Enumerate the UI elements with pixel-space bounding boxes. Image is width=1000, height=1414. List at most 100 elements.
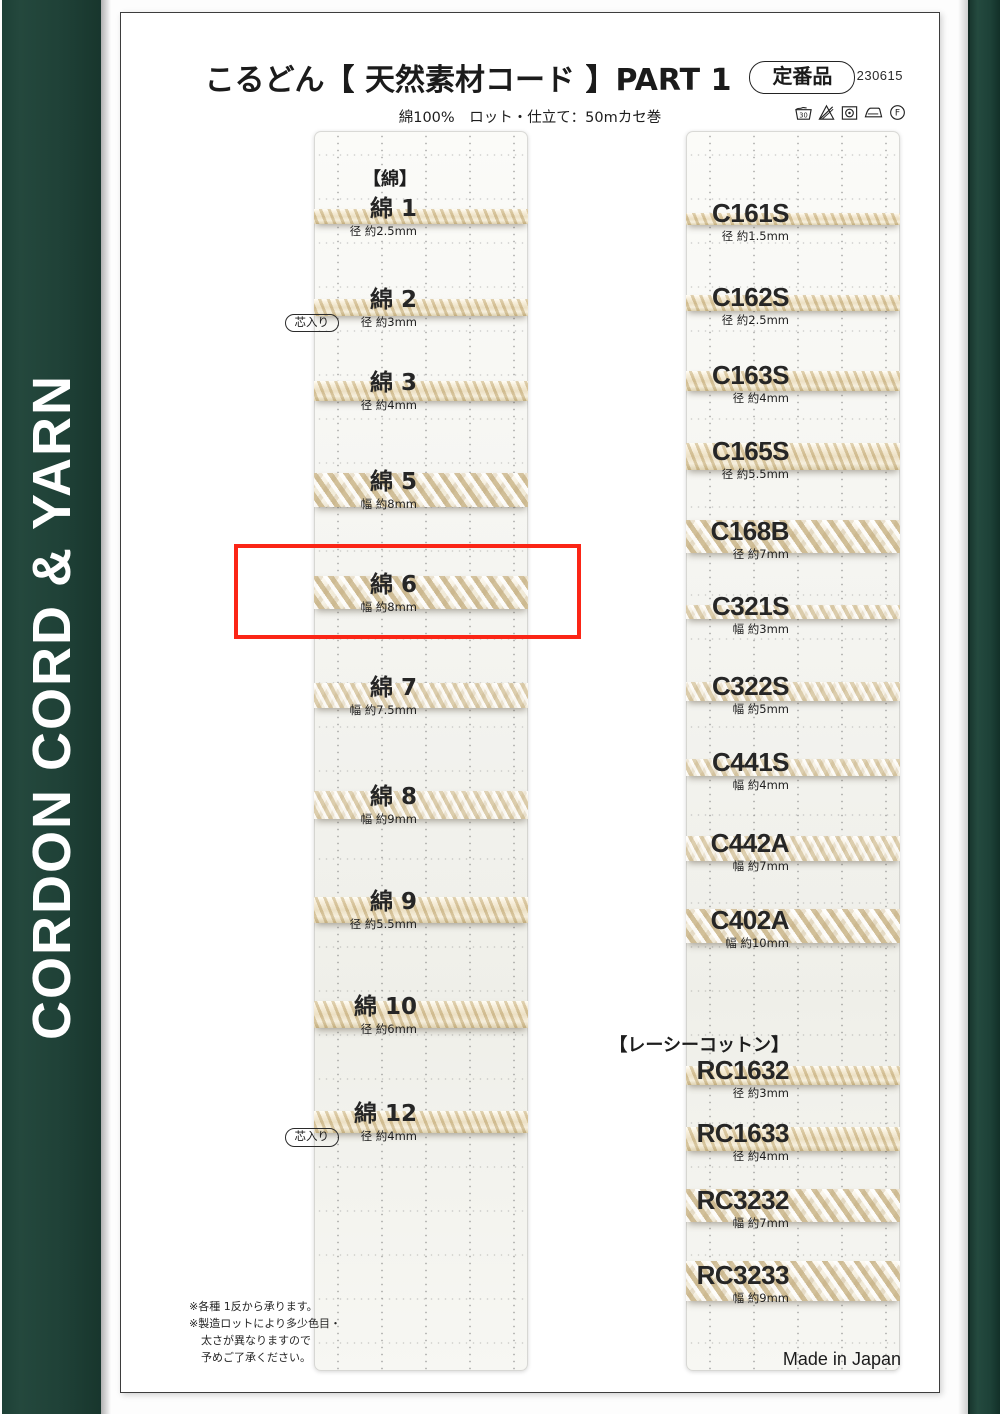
cord-spec: 幅 約8mm bbox=[360, 599, 417, 614]
cord-label-C441S: C441S 幅 約4mm bbox=[712, 746, 790, 792]
dryclean-f-icon: F bbox=[888, 103, 907, 122]
cord-label-C168B: C168B 径 約7mm bbox=[710, 515, 790, 561]
cord-label-C442A: C442A 幅 約7mm bbox=[710, 827, 790, 873]
cord-sample-C165S bbox=[686, 443, 900, 470]
cord-texture bbox=[314, 897, 528, 923]
cord-spec: 幅 約7.5mm bbox=[349, 702, 417, 717]
cord-name: 綿 8 bbox=[369, 784, 417, 810]
cord-name: C322S bbox=[712, 670, 790, 701]
cord-texture bbox=[686, 836, 900, 861]
cord-name: RC1632 bbox=[696, 1054, 790, 1085]
cord-sample-C161S bbox=[686, 213, 900, 225]
cord-sample-綿12 bbox=[314, 1111, 528, 1133]
tumble-dry-icon bbox=[840, 103, 859, 122]
cord-spec: 径 約4mm bbox=[732, 1149, 789, 1163]
cord-texture bbox=[314, 381, 528, 401]
cord-spec: 径 約3mm bbox=[360, 314, 417, 329]
group-heading: 【綿】 bbox=[363, 171, 417, 189]
cord-name: 綿 2 bbox=[369, 286, 417, 313]
document-code: 230615 bbox=[856, 68, 903, 83]
group-heading: 【レーシーコットン】 bbox=[609, 1037, 789, 1055]
cord-texture bbox=[314, 576, 528, 609]
left-spine-shadow bbox=[101, 0, 111, 1414]
cord-spec: 径 約6mm bbox=[360, 1021, 417, 1036]
cord-name: 綿 10 bbox=[353, 993, 417, 1020]
cord-sample-綿9 bbox=[314, 897, 528, 923]
svg-text:F: F bbox=[895, 109, 900, 119]
cord-name: C402A bbox=[710, 905, 790, 935]
cord-spec: 径 約5.5mm bbox=[721, 466, 789, 481]
cord-sample-RC3233 bbox=[686, 1261, 900, 1301]
pin-hole-grid bbox=[686, 131, 900, 1371]
cord-name: C162S bbox=[712, 282, 790, 312]
cord-sample-綿6 bbox=[314, 576, 528, 609]
cord-name: C161S bbox=[712, 198, 790, 228]
cord-spec: 幅 約9mm bbox=[360, 812, 417, 826]
cord-sample-C168B bbox=[686, 520, 900, 553]
cord-label-C161S: C161S 径 約1.5mm bbox=[712, 198, 790, 243]
cord-texture bbox=[314, 791, 528, 819]
cord-name: C168B bbox=[710, 515, 790, 546]
cord-sample-C322S bbox=[686, 682, 900, 701]
cord-texture bbox=[314, 209, 528, 224]
cord-label-綿9: 綿 9 径 約5.5mm bbox=[350, 891, 417, 931]
pin-hole-grid bbox=[314, 131, 528, 1371]
cord-sample-綿8 bbox=[314, 791, 528, 819]
cord-sample-C321S bbox=[686, 605, 900, 619]
cord-texture bbox=[686, 682, 900, 701]
cord-sample-RC1632 bbox=[686, 1066, 900, 1085]
header-title-row: こるどん【 天然素材コード 】PART 1 定番品 bbox=[121, 55, 939, 99]
cord-sample-綿5 bbox=[314, 473, 528, 507]
card-sheet: こるどん【 天然素材コード 】PART 1 定番品 230615 綿100% ロ… bbox=[120, 12, 940, 1393]
no-bleach-icon bbox=[817, 103, 836, 122]
cord-texture bbox=[314, 1001, 528, 1028]
left-green-spine: CORDON CORD & YARN bbox=[2, 0, 101, 1414]
cord-texture bbox=[686, 759, 900, 776]
cord-spec: 径 約1.5mm bbox=[721, 229, 789, 243]
cord-texture bbox=[686, 443, 900, 470]
cord-sample-綿2 bbox=[314, 299, 528, 316]
cord-spec: 径 約5.5mm bbox=[349, 917, 417, 931]
cord-label-綿8: 綿 8 幅 約9mm bbox=[361, 786, 417, 826]
cord-texture bbox=[686, 1127, 900, 1151]
care-instruction-icons: 30 bbox=[794, 103, 907, 122]
cord-label-RC1632: RC1632 径 約3mm bbox=[696, 1054, 790, 1100]
material-subtitle: 綿100% ロット・仕立て：50mカセ巻 bbox=[398, 110, 662, 126]
cord-sample-綿3 bbox=[314, 381, 528, 401]
cord-spec: 径 約2.5mm bbox=[721, 313, 789, 327]
cord-label-RC3232: RC3232 幅 約7mm bbox=[697, 1187, 790, 1230]
cord-label-C165S: C165S 径 約5.5mm bbox=[712, 435, 790, 481]
cord-name: C165S bbox=[712, 435, 790, 466]
cord-label-C162S: C162S 径 約2.5mm bbox=[712, 282, 790, 327]
cord-name: C442A bbox=[710, 827, 790, 858]
cord-spec: 幅 約9mm bbox=[732, 1291, 789, 1305]
cord-name: 綿 1 bbox=[369, 195, 417, 222]
footnote-block: ※各種 1反から承ります。 ※製造ロットにより多少色目・ 太さが異なりますので … bbox=[189, 1298, 341, 1366]
core-inside-tag: 芯入り bbox=[284, 1128, 339, 1147]
cord-sample-C402A bbox=[686, 909, 900, 943]
page-title: こるどん【 天然素材コード 】PART 1 bbox=[204, 63, 732, 98]
cord-name: RC3233 bbox=[696, 1260, 790, 1290]
cord-label-綿3: 綿 3 径 約4mm bbox=[361, 372, 417, 412]
cord-label-C321S: C321S 幅 約3mm bbox=[712, 593, 790, 636]
cord-name: 綿 5 bbox=[369, 469, 417, 495]
cord-label-C402A: C402A 幅 約10mm bbox=[710, 905, 790, 950]
footnote-line: ※製造ロットにより多少色目・ bbox=[189, 1317, 341, 1331]
cord-sample-C442A bbox=[686, 836, 900, 861]
cord-sample-RC3232 bbox=[686, 1189, 900, 1222]
cord-spec: 径 約2.5mm bbox=[349, 223, 417, 238]
brand-vertical-text: CORDON CORD & YARN bbox=[21, 373, 82, 1041]
cord-name: 綿 12 bbox=[353, 1101, 417, 1127]
cord-name: C441S bbox=[712, 746, 790, 777]
right-green-spine bbox=[968, 0, 1000, 1414]
cord-texture bbox=[686, 1066, 900, 1085]
cord-label-C322S: C322S 幅 約5mm bbox=[712, 670, 790, 716]
footnote-line: 予めご了承ください。 bbox=[201, 1351, 311, 1365]
cord-label-RC3233: RC3233 幅 約9mm bbox=[696, 1260, 790, 1305]
cord-spec: 径 約4mm bbox=[732, 391, 789, 405]
cord-label-C163S: C163S 径 約4mm bbox=[712, 362, 790, 405]
